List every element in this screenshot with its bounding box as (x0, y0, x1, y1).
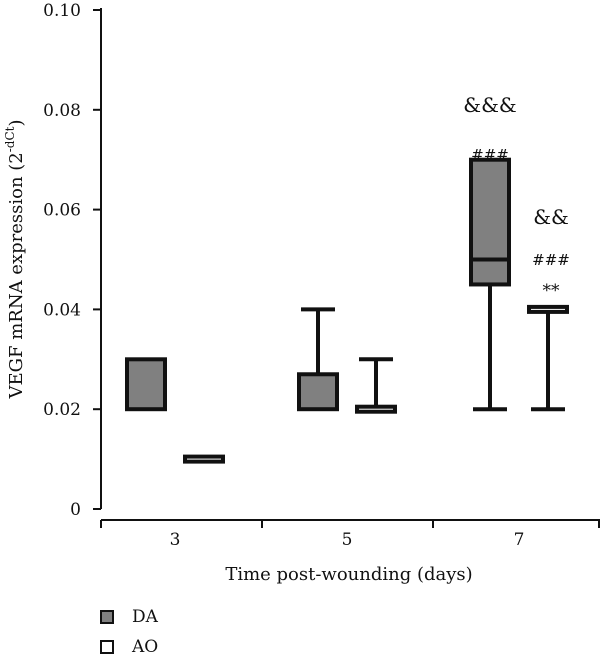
y-axis-label: VEGF mRNA expression (2-dCt) (3, 119, 27, 399)
y-tick-label: 0.10 (43, 1, 81, 21)
significance-label: &&& (463, 93, 516, 117)
chart-legend: DA AO (100, 602, 158, 662)
significance-label: ** (543, 281, 561, 301)
box-da-day-7 (469, 157, 511, 412)
legend-item-da: DA (100, 602, 158, 632)
box-ao-day-5 (355, 357, 397, 414)
box-plot-chart: 0 0.02 0.04 0.06 0.08 0.10 3 5 7 &&& ### && ### ** V… (3, 1, 600, 585)
chart-axes: 0 0.02 0.04 0.06 0.08 0.10 3 5 7 (43, 1, 600, 550)
box-ao-day-3 (183, 454, 225, 464)
x-tick-label: 3 (170, 530, 181, 550)
box-body (527, 304, 569, 314)
box-body (469, 157, 511, 287)
legend-item-ao: AO (100, 632, 158, 662)
y-tick-label: 0.06 (43, 201, 81, 221)
y-tick-label: 0 (70, 500, 81, 520)
y-tick-label: 0.02 (43, 400, 81, 420)
chart-annotations: &&& ### && ### ** (463, 93, 570, 301)
x-tick-label: 5 (342, 530, 353, 550)
legend-label-da: DA (132, 607, 158, 627)
significance-label: ### (532, 251, 570, 269)
significance-label: ### (471, 146, 509, 164)
y-tick-label: 0.04 (43, 300, 81, 320)
x-axis-label: Time post-wounding (days) (225, 564, 472, 585)
box-da-day-3 (125, 357, 167, 412)
box-body (125, 357, 167, 412)
box-body (183, 454, 225, 464)
legend-swatch-ao (100, 640, 114, 654)
box-body (297, 372, 339, 412)
box-ao-day-7 (527, 304, 569, 412)
legend-label-ao: AO (132, 637, 159, 657)
chart-boxes (125, 157, 569, 464)
significance-label: && (533, 205, 569, 229)
y-tick-label: 0.08 (43, 101, 81, 121)
legend-swatch-da (100, 610, 114, 624)
box-body (355, 404, 397, 414)
box-da-day-5 (297, 307, 339, 412)
x-tick-label: 7 (514, 530, 525, 550)
